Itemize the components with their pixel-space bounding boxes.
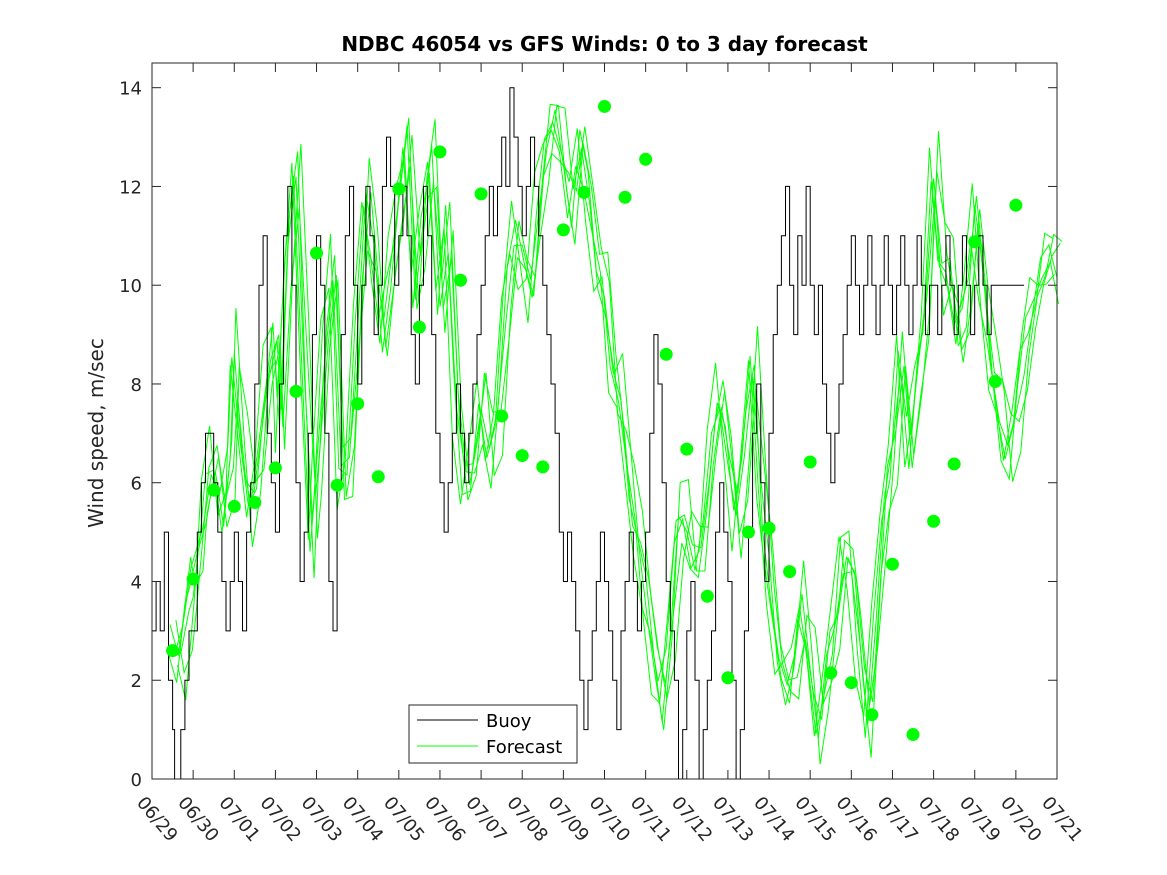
x-tick-label: 07/01 [214, 793, 263, 846]
forecast-line [172, 109, 1058, 739]
y-tick-label: 10 [119, 276, 142, 297]
forecast-marker [598, 99, 611, 113]
x-tick-label: 07/12 [667, 793, 716, 846]
forecast-marker [268, 461, 282, 475]
x-tick-label: 07/03 [297, 793, 346, 846]
forecast-marker [412, 320, 426, 334]
axes-box [151, 62, 1058, 780]
x-tick-label: 07/17 [873, 793, 922, 846]
x-tick-label: 07/21 [1037, 793, 1086, 846]
forecast-line [175, 103, 1061, 758]
marker-layer [166, 99, 1023, 742]
forecast-marker [207, 483, 221, 497]
x-tick-label: 07/13 [708, 793, 757, 846]
legend: Buoy Forecast [408, 704, 578, 764]
forecast-marker [741, 525, 755, 539]
forecast-marker [762, 521, 776, 535]
x-tick-label: 07/07 [461, 793, 510, 846]
x-tick-label: 07/20 [996, 793, 1045, 846]
forecast-marker [844, 676, 858, 690]
y-tick-label: 0 [131, 770, 142, 791]
y-tick-label: 6 [131, 474, 142, 495]
chart-title: NDBC 46054 vs GFS Winds: 0 to 3 day fore… [341, 32, 868, 56]
x-tick-label: 07/11 [626, 793, 675, 846]
forecast-marker [721, 671, 735, 685]
x-tick-label: 07/04 [338, 793, 387, 846]
forecast-marker [371, 470, 385, 484]
forecast-marker [927, 514, 941, 528]
forecast-marker [351, 397, 365, 411]
forecast-line [168, 128, 1054, 737]
forecast-marker [1009, 198, 1023, 212]
x-tick-label: 07/06 [420, 793, 469, 846]
forecast-marker [885, 557, 899, 571]
forecast-marker [392, 182, 406, 196]
y-tick-label: 8 [131, 375, 142, 396]
x-tick-label: 07/14 [749, 793, 798, 846]
x-tick-label: 06/29 [132, 793, 181, 846]
forecast-marker [186, 572, 200, 586]
x-tick-label: 07/16 [831, 793, 880, 846]
forecast-marker [227, 499, 241, 513]
forecast-marker [495, 409, 509, 423]
forecast-marker [248, 495, 262, 509]
y-tick-label: 14 [119, 79, 142, 100]
x-tick-label: 07/18 [914, 793, 963, 846]
forecast-marker [330, 478, 344, 492]
forecast-marker [618, 190, 632, 204]
forecast-marker [988, 374, 1002, 388]
forecast-marker [536, 460, 550, 474]
forecast-marker [659, 347, 673, 361]
forecast-marker [289, 384, 303, 398]
forecast-marker [310, 246, 324, 260]
forecast-line [173, 105, 1060, 765]
y-tick-label: 12 [119, 177, 142, 198]
x-tick-label: 07/19 [955, 793, 1004, 846]
x-axis-ticks: 06/2906/3007/0107/0207/0307/0407/0507/06… [132, 63, 1087, 846]
x-tick-label: 07/10 [585, 793, 634, 846]
forecast-marker [783, 565, 797, 579]
legend-forecast-label: Forecast [486, 737, 562, 758]
forecast-marker [556, 223, 570, 237]
forecast-marker [906, 728, 920, 742]
x-tick-label: 06/30 [173, 793, 222, 846]
forecast-marker [700, 589, 714, 603]
legend-box [408, 704, 578, 764]
x-tick-label: 07/02 [256, 793, 305, 846]
forecast-marker [947, 457, 961, 471]
forecast-marker [515, 449, 529, 463]
forecast-marker [454, 273, 468, 287]
forecast-marker [433, 145, 447, 159]
y-tick-label: 2 [131, 671, 142, 692]
y-axis-ticks: 0 2 4 6 8 10 12 14 [119, 79, 1057, 791]
series-layer [152, 87, 1063, 780]
x-tick-label: 07/08 [502, 793, 551, 846]
forecast-marker [474, 187, 488, 201]
x-tick-label: 07/05 [379, 793, 428, 846]
x-tick-label: 07/15 [790, 793, 839, 846]
forecast-marker [680, 442, 694, 456]
forecast-marker [968, 235, 982, 249]
y-tick-label: 4 [131, 572, 142, 593]
forecast-marker [577, 185, 591, 199]
buoy-line [152, 87, 1025, 780]
x-tick-label: 07/09 [544, 793, 593, 846]
forecast-marker [865, 708, 879, 722]
legend-buoy-label: Buoy [486, 711, 532, 732]
forecast-marker [824, 666, 838, 680]
forecast-marker [803, 455, 817, 469]
forecast-marker [639, 152, 653, 166]
forecast-marker [166, 644, 180, 658]
